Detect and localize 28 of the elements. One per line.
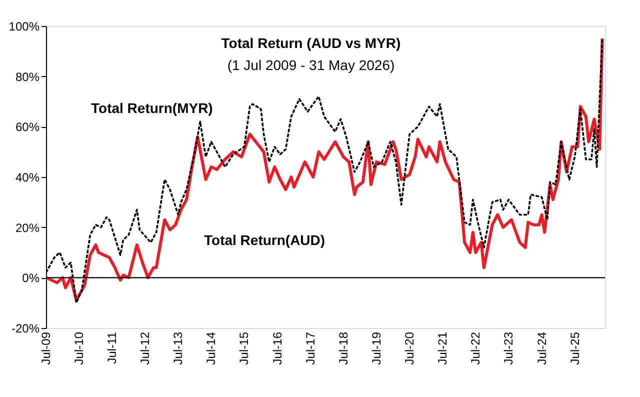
text: Total Return(AUD)	[204, 232, 326, 248]
x-tick-label: Jul-15	[237, 332, 252, 365]
x-tick-label: Jul-25	[568, 332, 582, 365]
x-tick-label: Jul-21	[436, 332, 450, 365]
x-tick-label: Jul-18	[336, 332, 350, 365]
y-tick-label: 60%	[15, 120, 40, 134]
x-tick-label: Jul-13	[171, 332, 186, 365]
x-tick-label: Jul-17	[303, 332, 318, 365]
x-tick-label: Jul-12	[138, 332, 152, 365]
y-tick-label: 80%	[15, 70, 40, 84]
x-tick-label: Jul-19	[369, 332, 384, 365]
x-tick-label: Jul-10	[72, 332, 86, 365]
x-tick-label: Jul-24	[534, 332, 549, 365]
x-tick-label: Jul-22	[468, 332, 483, 365]
x-tick-label: Jul-20	[402, 332, 417, 365]
x-tick-label: Jul-11	[105, 332, 120, 364]
x-tick-label: Jul-14	[204, 332, 218, 365]
y-tick-label: 40%	[15, 170, 40, 184]
text: Total Return (AUD vs MYR)	[221, 35, 401, 51]
y-tick-label: 20%	[15, 220, 40, 235]
text: (1 Jul 2009 - 31 May 2026)	[227, 57, 395, 73]
series-label: Total Return(MYR)	[91, 100, 213, 116]
x-tick-label: Jul-09	[39, 332, 53, 365]
x-tick-label: Jul-23	[502, 332, 516, 365]
y-tick-label: 100%	[8, 20, 40, 34]
y-tick-label: 0%	[22, 271, 40, 286]
x-tick-label: Jul-16	[270, 332, 284, 365]
y-tick-label: -20%	[11, 322, 40, 336]
